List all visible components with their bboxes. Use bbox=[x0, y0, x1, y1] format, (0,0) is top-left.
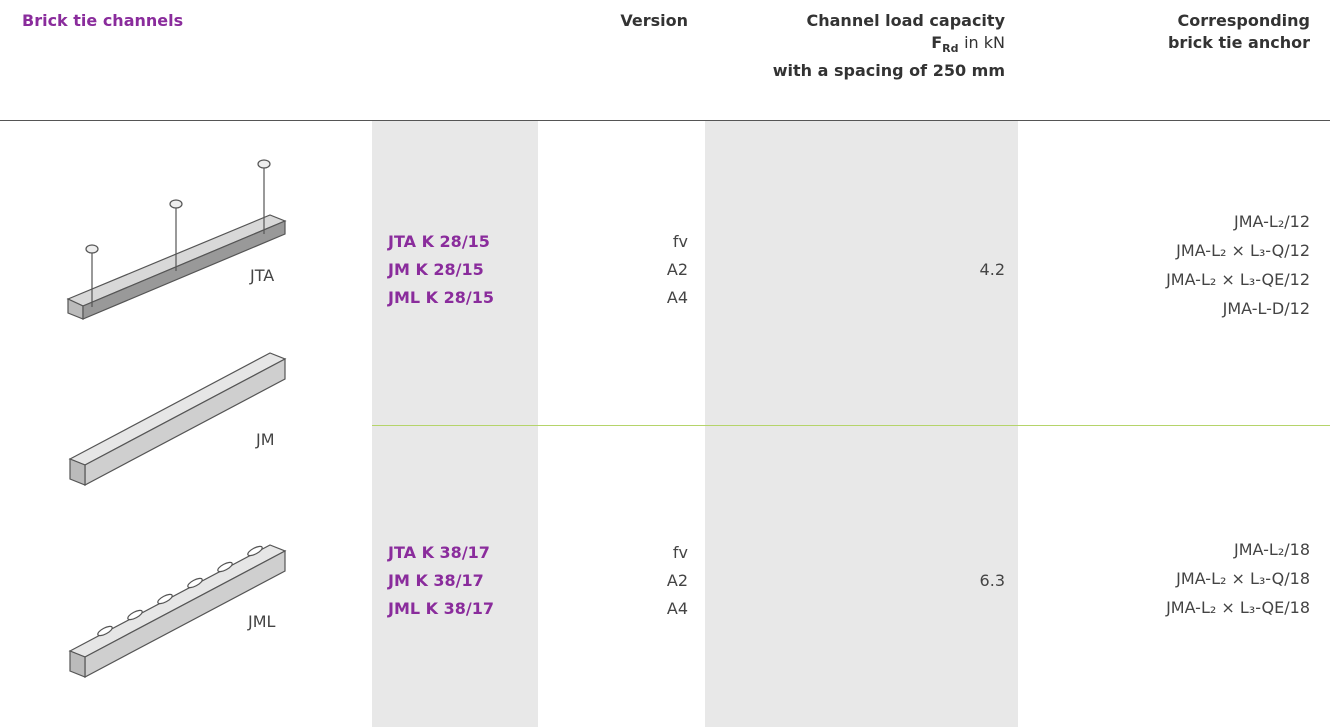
symbol: F bbox=[931, 33, 943, 52]
unit: in kN bbox=[964, 33, 1005, 52]
load-capacity: 6.3 bbox=[979, 571, 1005, 590]
product-name: JML K 38/17 bbox=[388, 599, 494, 618]
column-header: Version bbox=[620, 11, 688, 30]
version: fv bbox=[672, 232, 688, 251]
illustration-label: JM bbox=[256, 430, 275, 449]
header-line: FRd in kN bbox=[705, 32, 1005, 60]
column-header: Corresponding brick tie anchor bbox=[1020, 10, 1310, 54]
anchor: JMA-L₂ × L₃-Q/18 bbox=[1176, 569, 1310, 588]
version: A4 bbox=[666, 599, 688, 618]
version: A2 bbox=[666, 260, 688, 279]
anchor: JMA-L₂ × L₃-Q/12 bbox=[1176, 241, 1310, 260]
row-rule bbox=[372, 425, 1330, 426]
anchor: JMA-L₂/18 bbox=[1234, 540, 1310, 559]
version: A2 bbox=[666, 571, 688, 590]
product-name: JML K 28/15 bbox=[388, 288, 494, 307]
anchor: JMA-L-D/12 bbox=[1222, 299, 1310, 318]
anchor: JMA-L₂/12 bbox=[1234, 212, 1310, 231]
anchor: JMA-L₂ × L₃-QE/12 bbox=[1166, 270, 1310, 289]
header-rule bbox=[0, 120, 1330, 121]
table-title: Brick tie channels bbox=[22, 11, 184, 30]
jml-channel bbox=[68, 544, 287, 678]
column-shade bbox=[372, 121, 538, 727]
subscript: Rd bbox=[942, 42, 959, 56]
column-header: Channel load capacity FRd in kN with a s… bbox=[705, 10, 1005, 82]
anchor: JMA-L₂ × L₃-QE/18 bbox=[1166, 598, 1310, 617]
illustration-label: JTA bbox=[250, 266, 275, 285]
header-line: brick tie anchor bbox=[1167, 33, 1310, 52]
product-name: JTA K 28/15 bbox=[388, 232, 490, 251]
product-name: JM K 38/17 bbox=[388, 571, 484, 590]
header-line: Channel load capacity bbox=[806, 11, 1006, 30]
illustrations bbox=[66, 159, 287, 678]
product-name: JTA K 38/17 bbox=[388, 543, 490, 562]
illustration-label: JML bbox=[248, 612, 276, 631]
version: fv bbox=[672, 543, 688, 562]
jta-channel bbox=[66, 159, 287, 320]
version: A4 bbox=[666, 288, 688, 307]
header-line: with a spacing of 250 mm bbox=[772, 61, 1005, 81]
jm-channel bbox=[68, 352, 287, 486]
header-line: Corresponding bbox=[1177, 11, 1310, 30]
product-name: JM K 28/15 bbox=[388, 260, 484, 279]
load-capacity: 4.2 bbox=[979, 260, 1005, 279]
column-shade bbox=[705, 121, 1018, 727]
